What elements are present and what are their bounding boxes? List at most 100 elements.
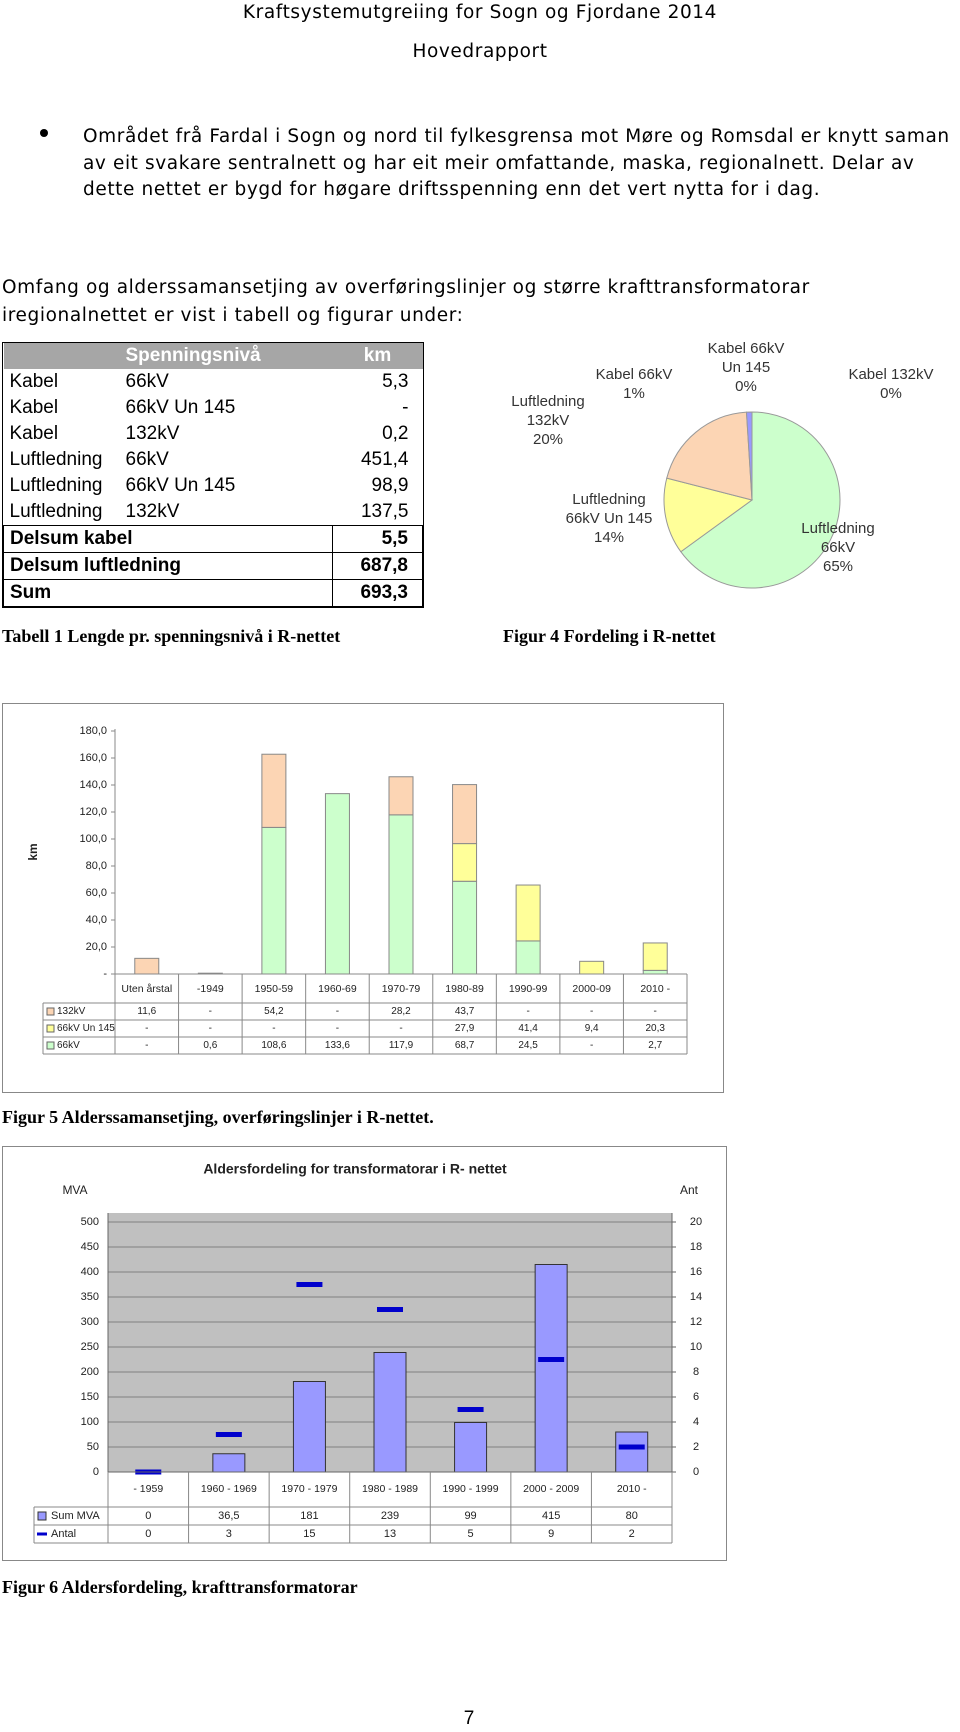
y2-tick-label: 8: [693, 1366, 699, 1378]
table-cell: Delsum luftledning: [3, 552, 333, 580]
table-cell: Delsum kabel: [3, 525, 333, 553]
bar-segment: [134, 957, 160, 975]
bar: [534, 1264, 568, 1473]
bar-segment: [579, 960, 605, 975]
table-cell: 66kV: [125, 371, 169, 392]
data-table-cell: 43,7: [455, 1006, 475, 1017]
table-cell: 132kV: [125, 423, 180, 444]
x-tick-label: 1980 - 1989: [362, 1483, 418, 1495]
legend-label: 66kV: [57, 1040, 80, 1051]
data-table-cell: -: [590, 1040, 593, 1051]
data-table-cell: 36,5: [218, 1510, 239, 1522]
data-table-cell: 68,7: [455, 1040, 475, 1051]
table-cell: Kabel: [9, 397, 59, 418]
data-table-cell: 9: [548, 1528, 554, 1540]
table-total-row: Delsum luftledning 687,8: [3, 552, 423, 580]
data-table-cell: 27,9: [455, 1023, 475, 1034]
table-header-cell: Spenningsnivå: [119, 343, 333, 369]
y-tick-label: 150: [81, 1391, 99, 1403]
table-cell: -: [402, 397, 409, 418]
y-tick-label: 160,0: [79, 752, 107, 764]
legend-label: Antal: [51, 1528, 76, 1540]
data-table-cell: -: [209, 1006, 212, 1017]
chart-frame: Aldersfordeling for transformatorar i R-…: [2, 1146, 727, 1561]
pie-slice: [666, 411, 753, 501]
y2-axis-label: Ant: [680, 1183, 699, 1197]
y2-tick-label: 16: [690, 1266, 702, 1278]
bar-chart: Aldersfordeling for transformatorar i R-…: [33, 1161, 702, 1544]
x-tick-label: 1970-79: [382, 983, 421, 995]
marker: [618, 1444, 645, 1450]
x-tick-label: - 1959: [133, 1483, 163, 1495]
data-table-cell: 415: [542, 1510, 560, 1522]
data-table-cell: 15: [303, 1528, 315, 1540]
pie-value-label: 14%: [593, 529, 625, 546]
data-table-cell: 24,5: [518, 1040, 538, 1051]
table-cell: 132kV: [125, 501, 180, 522]
bullet-dot: [40, 129, 48, 137]
header-title: Kraftsystemutgreiing for Sogn og Fjordan…: [242, 2, 718, 23]
x-tick-label: -1949: [197, 983, 224, 995]
y-axis-label: km: [26, 843, 40, 860]
data-table-cell: 11,6: [137, 1006, 156, 1017]
pie-slice: [663, 477, 754, 553]
data-table-cell: 13: [384, 1528, 396, 1540]
bar: [373, 1352, 407, 1473]
pie-label: Luftledning 66kV 65%: [793, 519, 883, 576]
table-frame: Spenningsnivå km Kabel 66kV 5,3 Kabel 66kV Un …: [2, 342, 424, 608]
data-table-cell: 239: [381, 1510, 399, 1522]
data-table-cell: -: [654, 1006, 657, 1017]
data-table-cell: 133,6: [325, 1040, 350, 1051]
table-header-cell: km: [332, 343, 423, 369]
data-table-cell: -: [399, 1023, 402, 1034]
bar-segment: [261, 826, 287, 975]
bar-segment: [452, 880, 478, 975]
data-table-cell: 181: [300, 1510, 318, 1522]
data-table-cell: -: [590, 1006, 593, 1017]
y-tick-label: 50: [87, 1441, 99, 1453]
data-table-cell: -: [145, 1040, 148, 1051]
data-table-cell: 3: [226, 1528, 232, 1540]
table-cell: 0,2: [382, 423, 409, 444]
data-table-cell: 9,4: [585, 1023, 599, 1034]
table-row: Luftledning 132kV 137,5: [4, 499, 423, 526]
data-table-cell: 0,6: [203, 1040, 217, 1051]
bar-segment: [642, 969, 668, 975]
table-cell: 137,5: [360, 501, 409, 522]
y2-tick-label: 2: [693, 1441, 699, 1453]
y-tick-label: 100,0: [79, 833, 107, 845]
marker: [377, 1307, 403, 1312]
pie-label-name: Luftledning 66kV Un 145: [565, 491, 653, 527]
data-table-cell: 2,7: [648, 1040, 662, 1051]
table-cell: Luftledning: [9, 501, 103, 522]
y-tick-label: 100: [81, 1416, 99, 1428]
bar: [615, 1431, 649, 1473]
marker: [296, 1282, 323, 1287]
bar-segment: [388, 814, 414, 975]
bar-segment: [642, 942, 668, 971]
figure-caption: Figur 6 Aldersfordeling, krafttransforma…: [2, 1577, 358, 1597]
pie-value-label: 1%: [623, 385, 645, 402]
y2-tick-label: 14: [690, 1291, 702, 1303]
table-row: Kabel 132kV 0,2: [4, 421, 423, 447]
table-caption: Tabell 1 Lengde pr. spenningsnivå i R-ne…: [2, 626, 341, 646]
y2-tick-label: 6: [693, 1391, 699, 1403]
data-table-cell: 0: [145, 1510, 151, 1522]
pie-value-label: 0%: [880, 385, 902, 402]
y2-tick-label: 4: [693, 1416, 699, 1428]
data-table-cell: -: [209, 1023, 212, 1034]
table-cell: 98,9: [371, 475, 409, 496]
x-tick-label: 1950-59: [255, 983, 294, 995]
table-cell: Kabel: [9, 423, 59, 444]
table-cell: 693,3: [332, 579, 423, 607]
bar: [212, 1453, 246, 1473]
y-tick-label: 40,0: [86, 914, 107, 926]
stacked-bar-chart: km - 20,0 40,0 60,0 80,0 100,0 120,0 140,0 160,0 1…: [26, 725, 688, 1055]
legend-swatch: [46, 1024, 55, 1033]
pie-label: Kabel 66kV Un 145 0%: [706, 339, 786, 396]
data-table-cell: -: [336, 1023, 339, 1034]
pie-label-name: Kabel 66kV Un 145: [707, 340, 785, 376]
table-total-row: Delsum kabel 5,5: [3, 525, 423, 553]
table-cell: 66kV Un 145: [125, 397, 236, 418]
